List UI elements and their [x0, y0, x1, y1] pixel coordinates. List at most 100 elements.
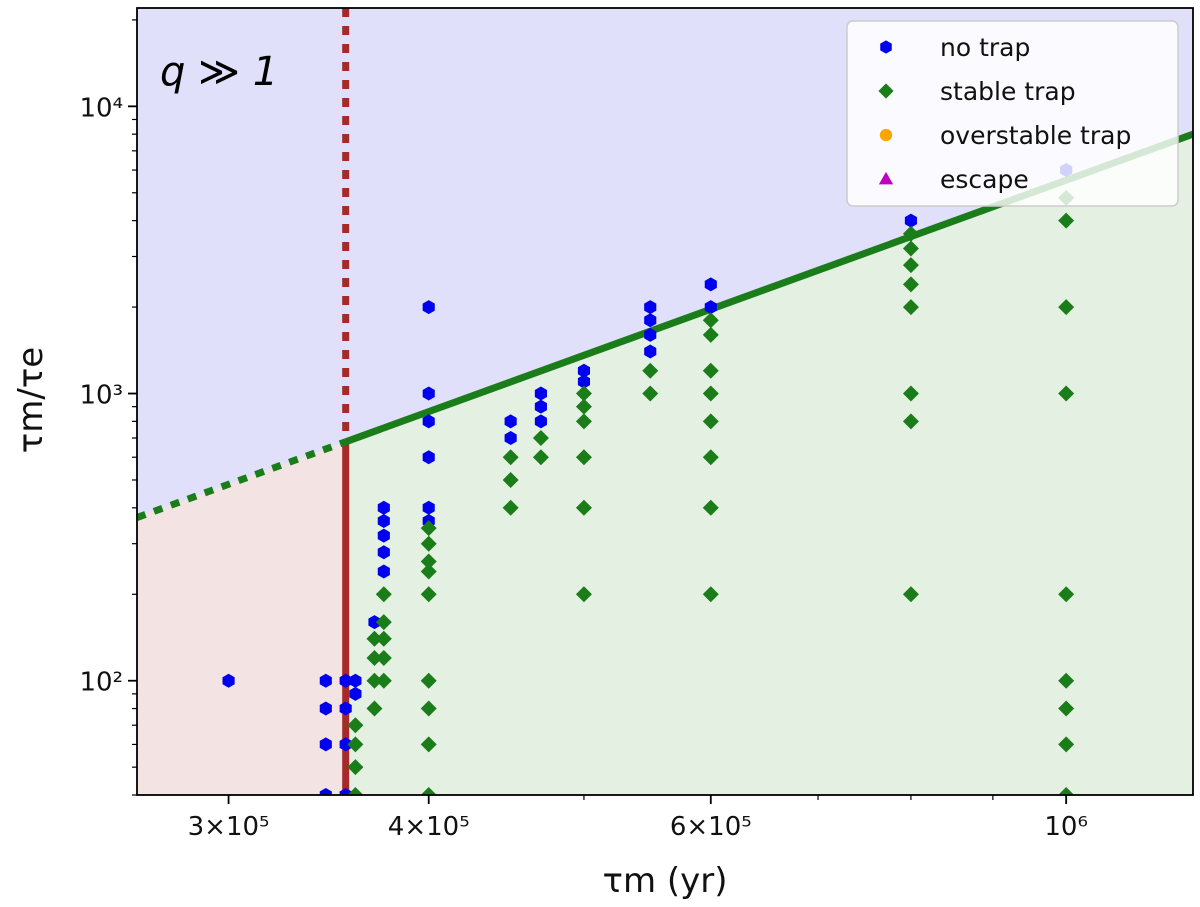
point-stable-trap	[902, 240, 919, 257]
point-no-trap	[422, 300, 435, 315]
legend-marker-escape	[878, 171, 894, 185]
point-stable-trap	[532, 449, 549, 466]
region-lower-left	[137, 441, 346, 795]
point-stable-trap	[1058, 299, 1075, 316]
point-stable-trap	[366, 700, 383, 717]
point-stable-trap	[375, 649, 392, 666]
point-stable-trap	[420, 553, 437, 570]
point-no-trap	[704, 300, 717, 315]
point-stable-trap	[375, 672, 392, 689]
point-stable-trap	[575, 586, 592, 603]
point-stable-trap	[642, 362, 659, 379]
point-no-trap	[339, 701, 352, 716]
y-tick-label: 10²	[79, 668, 123, 698]
point-no-trap	[534, 399, 547, 414]
legend-marker-no-trap	[880, 40, 892, 54]
point-stable-trap	[375, 630, 392, 647]
point-no-trap	[904, 213, 917, 228]
point-stable-trap	[702, 449, 719, 466]
legend-box	[846, 20, 1179, 207]
point-no-trap	[422, 450, 435, 465]
point-stable-trap	[347, 736, 364, 753]
point-stable-trap	[420, 672, 437, 689]
point-stable-trap	[702, 326, 719, 343]
point-no-trap	[319, 737, 332, 752]
point-stable-trap	[702, 413, 719, 430]
point-stable-trap	[702, 385, 719, 402]
point-stable-trap	[366, 649, 383, 666]
point-stable-trap	[420, 563, 437, 580]
point-no-trap	[319, 673, 332, 688]
point-stable-trap	[347, 759, 364, 776]
point-no-trap	[422, 500, 435, 515]
point-stable-trap	[1058, 672, 1075, 689]
x-tick-label: 6×10⁵	[670, 812, 752, 842]
point-stable-trap	[420, 736, 437, 753]
point-no-trap	[577, 374, 591, 389]
point-stable-trap	[702, 362, 719, 379]
point-stable-trap	[575, 449, 592, 466]
point-stable-trap	[902, 225, 919, 242]
point-stable-trap	[420, 520, 437, 537]
legend-marker-overstable-trap	[879, 128, 893, 142]
point-stable-trap	[902, 413, 919, 430]
point-no-trap	[377, 528, 390, 543]
point-no-trap	[534, 414, 547, 429]
point-no-trap	[339, 737, 352, 752]
point-no-trap	[577, 363, 591, 378]
x-tick-label: 3×10⁵	[188, 812, 270, 842]
point-no-trap	[377, 545, 390, 560]
point-stable-trap	[702, 499, 719, 516]
point-no-trap	[504, 414, 517, 429]
point-stable-trap	[575, 398, 592, 415]
data-points	[222, 163, 1075, 795]
annotation-q: q ≫ 1	[160, 49, 278, 95]
point-stable-trap	[532, 430, 549, 447]
x-axis-label: τm (yr)	[602, 861, 727, 901]
point-stable-trap	[902, 276, 919, 293]
x-tick-label: 4×10⁵	[388, 812, 470, 842]
point-stable-trap	[575, 413, 592, 430]
legend: no trap stable trap overstable trap escape	[846, 20, 1179, 207]
point-stable-trap	[1058, 586, 1075, 603]
point-stable-trap	[502, 499, 519, 516]
point-no-trap	[534, 386, 547, 401]
region-stable-trap	[345, 134, 1193, 795]
point-no-trap	[644, 300, 657, 315]
point-stable-trap	[1058, 736, 1075, 753]
legend-label: escape	[940, 165, 1029, 194]
point-stable-trap	[902, 385, 919, 402]
point-no-trap	[368, 615, 381, 630]
point-no-trap	[349, 673, 362, 688]
point-stable-trap	[902, 586, 919, 603]
point-stable-trap	[1058, 385, 1075, 402]
point-stable-trap	[375, 614, 392, 631]
point-stable-trap	[902, 299, 919, 316]
point-no-trap	[319, 788, 332, 795]
legend-marker-stable-trap	[878, 83, 894, 99]
point-no-trap	[222, 673, 235, 688]
point-no-trap	[704, 277, 717, 292]
point-stable-trap	[347, 717, 364, 734]
point-no-trap	[319, 701, 332, 716]
point-stable-trap	[420, 787, 437, 795]
point-no-trap	[349, 686, 362, 701]
point-no-trap	[377, 564, 390, 579]
legend-label: stable trap	[940, 77, 1076, 106]
point-no-trap	[339, 788, 352, 795]
point-stable-trap	[420, 586, 437, 603]
point-stable-trap	[502, 449, 519, 466]
sloped-boundary-dotted	[137, 438, 347, 521]
point-stable-trap	[502, 471, 519, 488]
point-no-trap	[422, 386, 435, 401]
point-no-trap	[422, 414, 435, 429]
point-stable-trap	[420, 535, 437, 552]
legend-label: no trap	[940, 33, 1030, 62]
axis-ticks: 3×10⁵ 4×10⁵ 6×10⁵ 10⁶ 10² 10³ 10⁴	[79, 19, 1088, 842]
point-no-trap	[377, 500, 390, 515]
point-no-trap	[644, 344, 657, 359]
y-axis-label: τm/τe	[11, 347, 51, 453]
y-tick-label: 10³	[79, 381, 123, 411]
point-stable-trap	[366, 672, 383, 689]
